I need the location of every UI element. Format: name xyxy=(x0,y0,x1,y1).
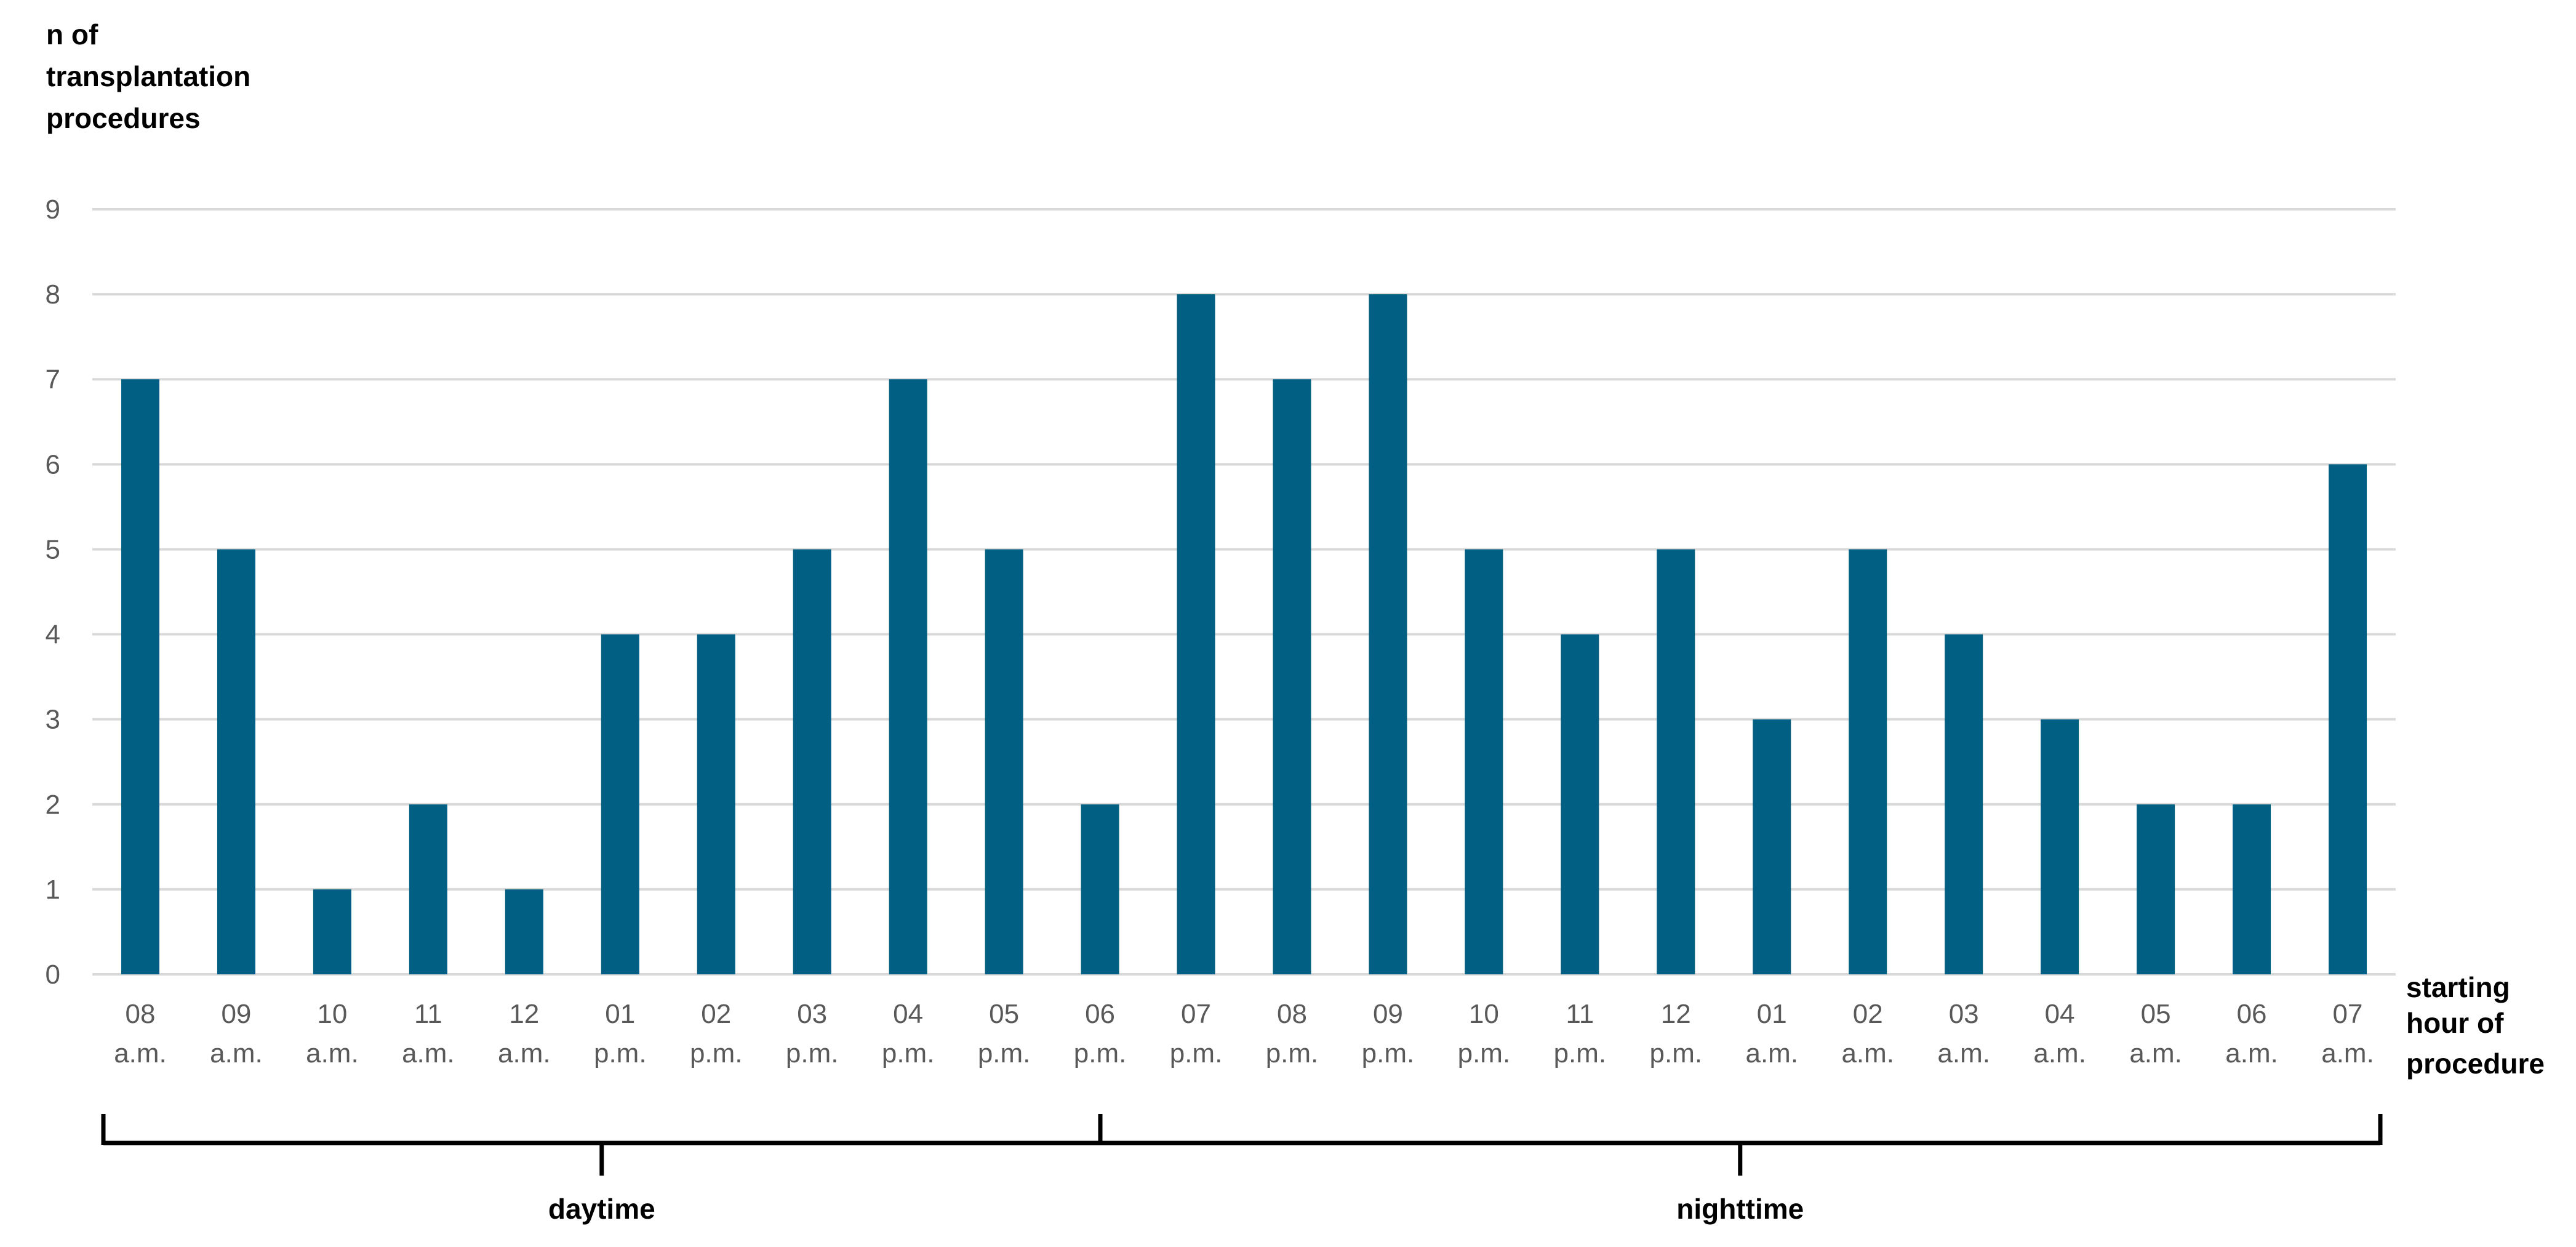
x-tick-label-hour: 03 xyxy=(1949,999,1979,1029)
bar xyxy=(1465,549,1503,974)
x-tick-label-period: p.m. xyxy=(978,1038,1031,1069)
x-tick-label-hour: 02 xyxy=(1853,999,1883,1029)
y-tick-label: 3 xyxy=(46,705,60,735)
x-axis-label-line-3: procedure xyxy=(2406,1048,2545,1080)
bar xyxy=(1081,804,1119,974)
x-tick-label-period: a.m. xyxy=(2321,1038,2374,1069)
x-axis-label-line-2: hour of xyxy=(2406,1007,2504,1039)
x-tick-label-hour: 11 xyxy=(414,999,442,1029)
group-label: daytime xyxy=(548,1193,655,1225)
x-tick-label-period: a.m. xyxy=(2225,1038,2278,1069)
bar xyxy=(1177,294,1215,975)
y-tick-label: 5 xyxy=(46,534,60,564)
x-tick-label-hour: 09 xyxy=(221,999,251,1029)
x-tick-label-period: a.m. xyxy=(1841,1038,1894,1069)
x-tick-label-hour: 01 xyxy=(1757,999,1787,1029)
bar xyxy=(313,889,351,974)
x-tick-label-hour: 05 xyxy=(2141,999,2171,1029)
x-tick-label-hour: 04 xyxy=(2045,999,2075,1029)
x-tick-label-period: p.m. xyxy=(1554,1038,1607,1069)
x-tick-label-period: p.m. xyxy=(786,1038,839,1069)
x-tick-label-period: a.m. xyxy=(114,1038,167,1069)
bar xyxy=(1945,634,1983,974)
bar xyxy=(1273,379,1311,974)
bar xyxy=(1369,294,1407,975)
x-tick-label-period: a.m. xyxy=(1937,1038,1990,1069)
gridlines xyxy=(92,208,2396,976)
bar xyxy=(409,804,447,974)
x-tick-label-period: p.m. xyxy=(1170,1038,1223,1069)
bar xyxy=(2233,804,2271,974)
bar xyxy=(217,549,255,974)
bar xyxy=(1561,634,1599,974)
x-tick-label-hour: 10 xyxy=(1469,999,1499,1029)
x-tick-label-period: p.m. xyxy=(882,1038,935,1069)
y-tick-label: 0 xyxy=(46,960,60,990)
bar xyxy=(505,889,543,974)
x-tick-label-period: p.m. xyxy=(1074,1038,1127,1069)
y-tick-label: 2 xyxy=(46,790,60,820)
x-tick-label-hour: 08 xyxy=(126,999,156,1029)
x-tick-label-period: p.m. xyxy=(690,1038,743,1069)
x-tick-label-period: a.m. xyxy=(402,1038,455,1069)
y-axis-label-line-1: n of xyxy=(46,18,98,50)
x-axis-ticks: 08 a.m. 09 a.m. 10 a.m. 11 a.m. 12 a.m. 01 p.m. 02 p.… xyxy=(114,999,2374,1069)
x-tick-label-hour: 06 xyxy=(1085,999,1115,1029)
x-tick-label-hour: 04 xyxy=(893,999,923,1029)
time-of-day-groups: daytime nighttime xyxy=(101,1114,2383,1225)
x-tick-label-hour: 10 xyxy=(317,999,347,1029)
bar xyxy=(121,379,159,974)
x-axis-label-line-1: starting xyxy=(2406,971,2510,1003)
x-tick-label-period: p.m. xyxy=(1266,1038,1319,1069)
x-axis-label: starting hour of procedure xyxy=(2406,971,2545,1080)
bar xyxy=(601,634,639,974)
group-label: nighttime xyxy=(1676,1193,1804,1225)
bar xyxy=(2137,804,2175,974)
bar xyxy=(985,549,1023,974)
y-axis-label: n of transplantation procedures xyxy=(46,18,250,134)
x-tick-label-period: a.m. xyxy=(1745,1038,1798,1069)
x-tick-label-period: a.m. xyxy=(210,1038,263,1069)
x-tick-label-hour: 07 xyxy=(2333,999,2363,1029)
x-tick-label-hour: 08 xyxy=(1277,999,1307,1029)
x-tick-label-period: p.m. xyxy=(594,1038,647,1069)
bar xyxy=(1849,549,1887,974)
bar xyxy=(889,379,927,974)
y-tick-label: 8 xyxy=(46,279,60,310)
x-tick-label-hour: 11 xyxy=(1566,999,1594,1029)
x-tick-label-period: a.m. xyxy=(2129,1038,2182,1069)
bar xyxy=(1657,549,1695,974)
x-tick-label-period: a.m. xyxy=(498,1038,551,1069)
x-tick-label-hour: 03 xyxy=(797,999,827,1029)
y-axis-label-line-3: procedures xyxy=(46,102,201,134)
x-tick-label-hour: 02 xyxy=(701,999,731,1029)
x-tick-label-hour: 06 xyxy=(2237,999,2267,1029)
y-axis-label-line-2: transplantation xyxy=(46,60,250,92)
y-tick-label: 7 xyxy=(46,364,60,395)
x-tick-label-period: p.m. xyxy=(1650,1038,1703,1069)
bar xyxy=(1753,719,1791,974)
bars xyxy=(121,294,2367,975)
x-tick-label-hour: 01 xyxy=(605,999,635,1029)
x-tick-label-period: a.m. xyxy=(2033,1038,2086,1069)
y-tick-label: 6 xyxy=(46,449,60,479)
y-tick-label: 1 xyxy=(46,875,60,905)
bar xyxy=(793,549,831,974)
y-tick-label: 9 xyxy=(46,194,60,225)
x-tick-label-hour: 12 xyxy=(509,999,539,1029)
x-tick-label-hour: 07 xyxy=(1181,999,1211,1029)
x-tick-label-hour: 12 xyxy=(1661,999,1691,1029)
bar xyxy=(2041,719,2079,974)
x-tick-label-period: p.m. xyxy=(1458,1038,1511,1069)
y-tick-label: 4 xyxy=(46,620,60,650)
x-tick-label-period: a.m. xyxy=(306,1038,359,1069)
bar xyxy=(2329,464,2367,974)
bar xyxy=(697,634,735,974)
y-axis-ticks: 0 1 2 3 4 5 6 7 8 9 xyxy=(46,194,60,990)
x-tick-label-hour: 05 xyxy=(989,999,1019,1029)
x-tick-label-period: p.m. xyxy=(1362,1038,1415,1069)
x-tick-label-hour: 09 xyxy=(1373,999,1403,1029)
